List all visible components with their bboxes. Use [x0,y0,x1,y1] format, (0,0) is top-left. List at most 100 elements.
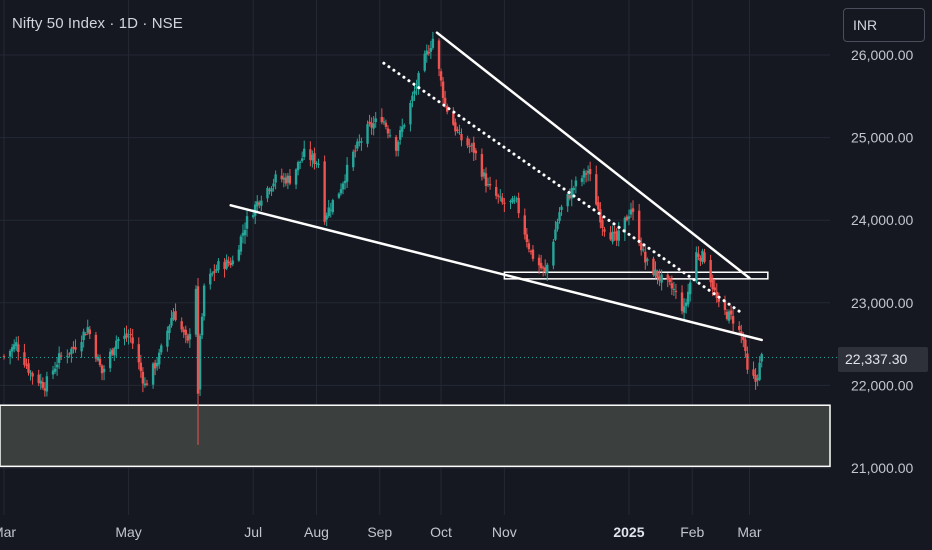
candle [499,189,502,202]
candle [684,298,688,314]
candle [488,176,492,190]
candle [280,168,283,183]
candle [372,116,375,136]
candle [546,262,549,281]
x-tick-label: Mar [0,524,16,540]
candle [701,248,704,265]
candle [137,337,140,370]
candle [554,221,557,241]
candle [300,151,304,163]
candle [697,246,700,261]
resistance-band-rect[interactable] [503,271,769,280]
candle [268,187,271,195]
candle [760,352,763,368]
candle [642,245,645,253]
candle [660,269,663,291]
candle [125,325,128,342]
candle [497,193,500,204]
candle [25,358,28,370]
candle [368,114,371,127]
candle [615,228,618,247]
candle [309,141,312,167]
candle [558,207,561,224]
candle [274,170,277,190]
candle [8,349,12,365]
candle [703,248,706,264]
candle [715,283,718,303]
candle [541,265,545,277]
candle [729,305,733,320]
candle [229,257,232,268]
drawing-lines [0,31,838,359]
candle [160,343,163,355]
candle [415,79,418,96]
candle [10,343,14,359]
candle [15,336,18,351]
candle [454,118,457,136]
candle [80,335,83,358]
candle [486,177,490,188]
candle [37,369,40,387]
candle [441,77,445,106]
support-zone-rect[interactable] [0,404,831,468]
candle [245,210,249,237]
candle [629,202,633,218]
candle [166,326,169,352]
trendline-upper[interactable] [435,31,751,280]
candle [623,216,627,241]
candle [223,258,226,278]
candle [586,165,590,182]
candle [86,319,89,336]
x-tick-label: Mar [737,524,761,540]
candle [584,170,588,183]
trendline-median[interactable] [382,61,743,315]
candle [82,328,85,348]
candle [717,292,721,308]
candle [174,303,177,322]
candle [468,138,471,154]
candle [27,358,30,376]
candle [394,135,398,157]
candle [570,179,573,207]
candle [588,161,592,182]
y-tick-label: 25,000.00 [851,130,913,146]
candle [680,285,684,315]
candle [537,254,541,274]
x-tick-label: Feb [680,524,704,540]
candle [658,269,661,287]
candle [756,374,759,387]
candle [141,367,145,393]
candle [646,257,649,266]
candle [503,197,506,213]
last-price-tag: 22,337.30 [838,347,928,372]
candle [439,68,443,87]
trendline-lower[interactable] [229,204,763,342]
candle [256,195,259,213]
candle [139,354,143,378]
candle [640,237,643,256]
candle [143,377,147,388]
candle [470,142,473,153]
candle [327,199,330,218]
candle [501,193,504,205]
candle [527,239,531,253]
candle [23,343,26,368]
currency-selector[interactable]: INR [843,8,925,42]
candle [198,333,202,397]
candle [525,228,529,248]
candle [595,165,598,206]
candle [568,188,571,201]
candle [339,183,343,196]
candle [266,186,269,203]
candle [670,275,674,296]
candle [74,339,77,353]
candle [356,138,359,152]
candle [43,381,47,397]
candle [725,309,729,321]
candle [644,246,647,270]
candle [260,195,263,211]
candle [123,327,126,346]
candle [738,321,741,334]
